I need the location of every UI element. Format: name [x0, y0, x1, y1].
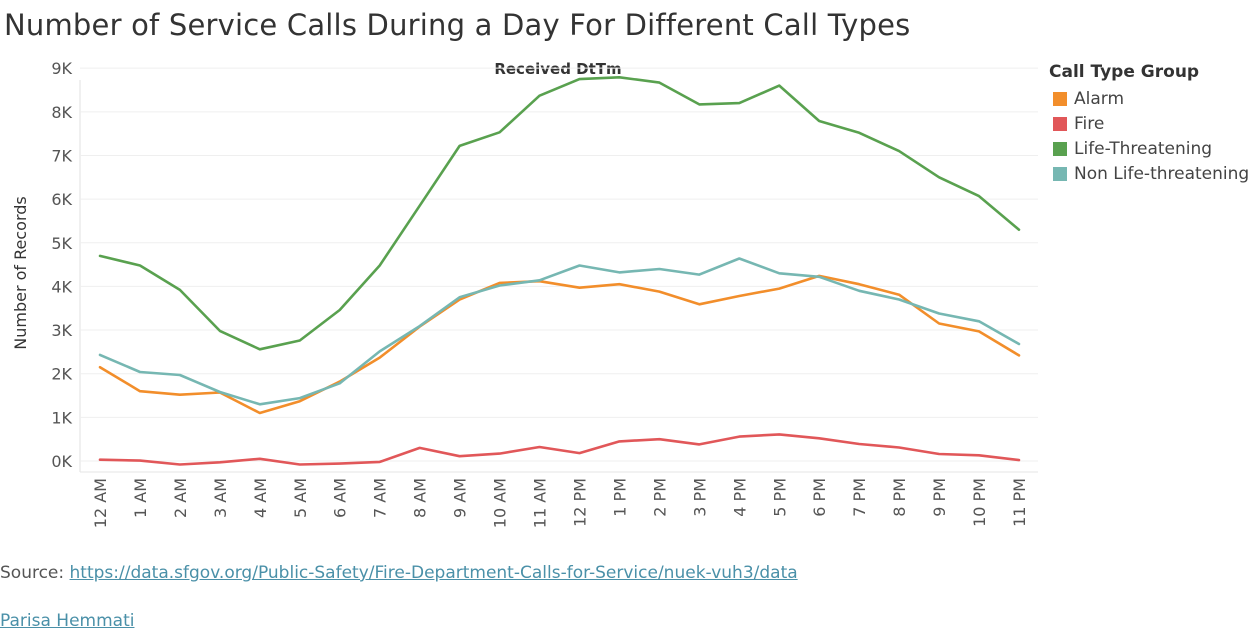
y-axis-label: Number of Records [11, 196, 30, 349]
x-tick-label: 2 AM [171, 478, 190, 518]
legend-label: Alarm [1074, 88, 1125, 109]
x-tick-label: 7 AM [371, 478, 390, 518]
legend-title: Call Type Group [1049, 62, 1200, 82]
x-tick-label: 5 AM [291, 478, 310, 518]
legend-swatch [1053, 116, 1067, 131]
y-tick-label: 6K [51, 190, 72, 209]
chart-title: Received DtTm [494, 60, 621, 78]
x-tick-label: 6 AM [331, 478, 350, 518]
series-line-fire[interactable] [98, 433, 1021, 466]
series-line-life-threatening[interactable] [98, 76, 1021, 351]
x-tick-label: 5 PM [770, 478, 789, 517]
line-chart: Received DtTm Number of Records 0K 1K 2K 3K… [11, 59, 1038, 528]
legend-label: Fire [1074, 113, 1105, 134]
legend-label: Non Life-threatening [1074, 163, 1250, 184]
x-tick-label: 1 AM [131, 478, 150, 518]
legend-item-non-life-threatening[interactable]: Non Life-threatening [1049, 161, 1249, 186]
x-tick-label: 8 AM [411, 478, 430, 518]
x-axis-ticks: 12 AM 1 AM 2 AM 3 AM 4 AM 5 AM 6 AM 7 AM 8 AM 9 A… [91, 478, 1029, 528]
author-link[interactable]: Parisa Hemmati [0, 611, 135, 631]
legend: Call Type Group Alarm Fire Life-Threaten… [1049, 62, 1249, 186]
y-tick-label: 2K [51, 365, 72, 384]
legend-item-life-threatening[interactable]: Life-Threatening [1049, 136, 1249, 161]
legend-swatch [1053, 141, 1067, 156]
x-tick-label: 10 PM [970, 478, 989, 527]
source-note: Source: https://data.sfgov.org/Public-Sa… [0, 563, 798, 583]
x-tick-label: 6 PM [810, 478, 829, 517]
y-tick-label: 5K [51, 234, 72, 253]
legend-item-fire[interactable]: Fire [1049, 111, 1249, 136]
x-tick-label: 12 AM [91, 478, 110, 528]
x-tick-label: 9 PM [930, 478, 949, 517]
legend-swatch [1053, 166, 1067, 181]
y-tick-label: 0K [51, 452, 72, 471]
y-tick-label: 3K [51, 321, 72, 340]
x-tick-label: 12 PM [570, 478, 589, 527]
x-tick-label: 3 PM [690, 478, 709, 517]
x-tick-label: 4 PM [730, 478, 749, 517]
series-line-non-life-threatening[interactable] [98, 257, 1021, 406]
series-line-alarm[interactable] [98, 274, 1021, 415]
legend-swatch [1053, 91, 1067, 106]
y-axis-ticks: 0K 1K 2K 3K 4K 5K 6K 7K 8K 9K [51, 59, 72, 471]
x-tick-label: 11 PM [1010, 478, 1029, 527]
legend-label: Life-Threatening [1074, 138, 1213, 159]
x-tick-label: 11 AM [531, 478, 550, 528]
y-tick-label: 9K [51, 59, 72, 78]
source-link[interactable]: https://data.sfgov.org/Public-Safety/Fir… [69, 563, 798, 583]
x-tick-label: 1 PM [610, 478, 629, 517]
x-tick-label: 9 AM [451, 478, 470, 518]
x-tick-label: 10 AM [491, 478, 510, 528]
source-label: Source: [0, 563, 70, 583]
series-lines [98, 76, 1021, 466]
page-title: Number of Service Calls During a Day For… [4, 8, 911, 42]
y-tick-label: 4K [51, 277, 72, 296]
x-tick-label: 3 AM [211, 478, 230, 518]
x-tick-label: 7 PM [850, 478, 869, 517]
x-tick-label: 4 AM [251, 478, 270, 518]
y-tick-label: 1K [51, 408, 72, 427]
y-tick-label: 8K [51, 103, 72, 122]
y-tick-label: 7K [51, 146, 72, 165]
legend-item-alarm[interactable]: Alarm [1049, 86, 1249, 111]
x-tick-label: 8 PM [890, 478, 909, 517]
gridlines [79, 67, 1038, 473]
x-tick-label: 2 PM [650, 478, 669, 517]
